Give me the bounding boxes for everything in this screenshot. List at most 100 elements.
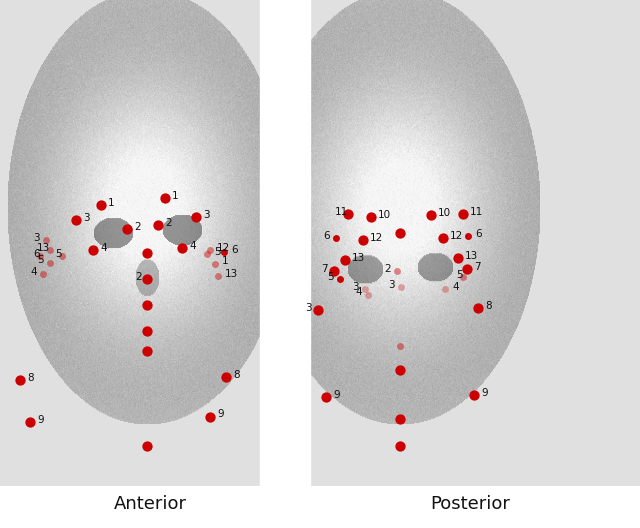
Text: Posterior: Posterior [431, 495, 510, 513]
Point [142, 326, 152, 335]
Text: 11: 11 [470, 207, 483, 217]
Text: 3: 3 [352, 282, 358, 293]
Point [142, 275, 152, 284]
Text: 12: 12 [217, 243, 230, 253]
Text: 4: 4 [355, 287, 362, 297]
Point [45, 246, 55, 254]
Point [462, 265, 472, 273]
Point [177, 244, 187, 252]
Point [142, 347, 152, 356]
Point [219, 248, 229, 257]
Text: 9: 9 [217, 409, 223, 419]
Point [473, 304, 483, 312]
Text: 4: 4 [189, 241, 196, 251]
Point [458, 210, 468, 218]
Text: 6: 6 [323, 231, 330, 241]
Point [96, 201, 106, 209]
Text: 1: 1 [222, 257, 228, 267]
Text: 8: 8 [27, 373, 34, 383]
Text: 4: 4 [100, 243, 107, 253]
Text: 11: 11 [335, 207, 348, 217]
Point [153, 221, 163, 230]
Point [395, 414, 405, 423]
Point [142, 300, 152, 309]
Point [395, 442, 405, 451]
Text: 4: 4 [30, 267, 36, 277]
Point [329, 267, 339, 275]
Point [202, 250, 212, 259]
Text: 3: 3 [388, 280, 395, 290]
Point [469, 391, 479, 399]
Text: 13: 13 [37, 243, 51, 253]
Text: 5: 5 [214, 247, 221, 257]
Text: 2: 2 [135, 272, 141, 282]
Point [321, 393, 331, 401]
Text: 3: 3 [33, 233, 40, 243]
Point [210, 259, 220, 268]
Point [313, 306, 323, 314]
Text: 10: 10 [438, 208, 451, 218]
Point [358, 235, 368, 244]
Text: 13: 13 [465, 251, 478, 261]
Text: 5: 5 [37, 256, 44, 266]
Text: 3: 3 [305, 303, 312, 313]
Point [458, 273, 468, 281]
Text: 12: 12 [370, 233, 383, 243]
Text: 4: 4 [452, 282, 459, 293]
Point [15, 376, 25, 384]
Text: 5: 5 [456, 270, 463, 280]
Text: 8: 8 [485, 301, 492, 311]
Text: 5: 5 [55, 249, 61, 259]
Text: 1: 1 [172, 191, 179, 201]
Text: 12: 12 [450, 231, 463, 241]
Point [331, 233, 341, 242]
Point [343, 210, 353, 218]
Point [392, 267, 402, 275]
Point [35, 252, 45, 260]
Point [396, 283, 406, 291]
Point [205, 246, 215, 254]
Point [25, 418, 35, 426]
Bar [260, 0, 310, 486]
Text: 6: 6 [475, 229, 482, 239]
Point [366, 213, 376, 221]
Point [38, 270, 48, 278]
Text: Anterior: Anterior [114, 495, 187, 513]
Text: 3: 3 [203, 210, 210, 220]
Text: 8: 8 [233, 370, 239, 380]
Point [142, 442, 152, 451]
Text: 6: 6 [33, 249, 40, 259]
Point [426, 211, 436, 219]
Point [453, 254, 463, 262]
Point [438, 233, 448, 242]
Text: 1: 1 [108, 197, 115, 208]
Point [45, 258, 55, 267]
Text: 3: 3 [83, 213, 90, 223]
Point [335, 275, 345, 284]
Text: 2: 2 [165, 218, 172, 228]
Point [213, 272, 223, 280]
Text: 7: 7 [474, 262, 481, 271]
Point [122, 225, 132, 234]
Point [71, 216, 81, 224]
Point [191, 213, 201, 221]
Point [205, 412, 215, 421]
Text: 9: 9 [333, 390, 340, 400]
Point [440, 285, 450, 294]
Text: 9: 9 [481, 388, 488, 398]
Text: 2: 2 [384, 263, 390, 274]
Point [57, 252, 67, 260]
Text: 6: 6 [231, 245, 237, 255]
Point [340, 256, 350, 265]
Point [395, 366, 405, 374]
Text: 5: 5 [327, 272, 333, 282]
Text: 10: 10 [378, 210, 391, 220]
Point [395, 228, 405, 237]
Text: 13: 13 [225, 269, 238, 279]
Point [363, 290, 373, 299]
Point [88, 246, 98, 254]
Point [142, 249, 152, 258]
Point [41, 235, 51, 244]
Point [221, 373, 231, 381]
Text: 2: 2 [134, 222, 141, 232]
